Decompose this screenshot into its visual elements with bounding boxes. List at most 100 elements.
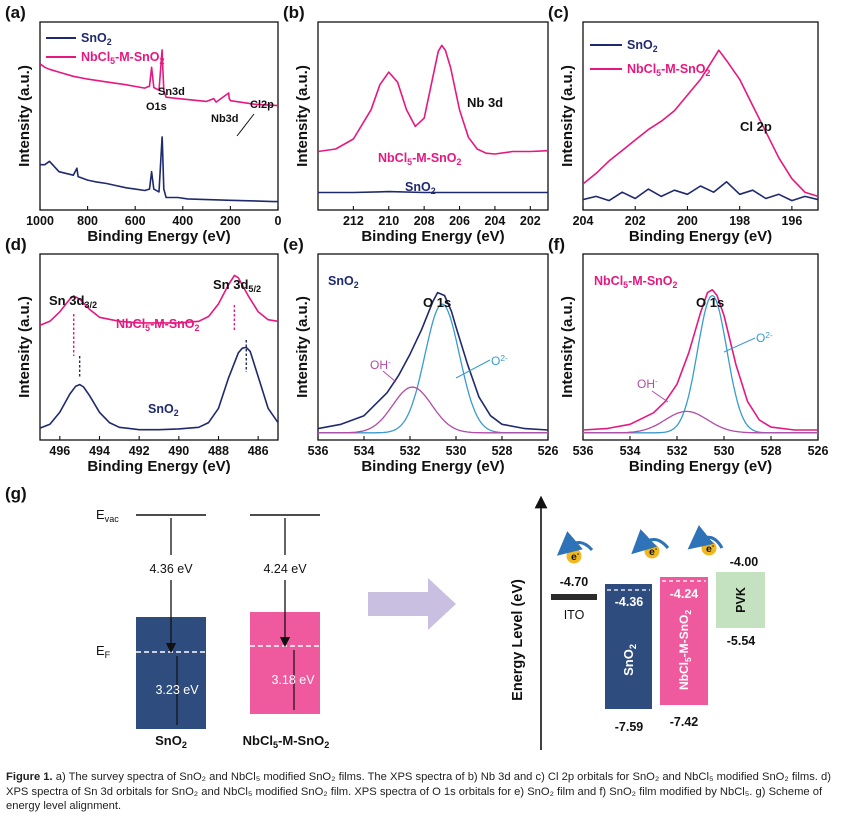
legend-nb-c: NbCl5-M-SnO2 [627, 62, 711, 78]
y-axis-label: Intensity (a.u.) [559, 296, 576, 398]
traces [583, 49, 818, 202]
label-part: -7.59 [615, 720, 644, 734]
plot-frame [317, 253, 549, 441]
label-part: NbCl [116, 317, 145, 331]
label-part: 2 [431, 186, 436, 196]
panel-label: (a) [5, 3, 26, 22]
label-part: 198 [729, 214, 750, 228]
label-part: SnO [155, 733, 182, 748]
annot-nb3d-b: Nb 3d [467, 95, 503, 110]
band-label-nb: NbCl5-M-SnO2 [243, 733, 330, 750]
label-part: -M-SnO [661, 62, 706, 76]
annot-o1s: O1s [146, 101, 167, 113]
label-part: SnO [627, 38, 653, 52]
label-part: 208 [414, 214, 435, 228]
label-part: -M-SnO [150, 317, 195, 331]
label-part: 492 [129, 444, 150, 458]
series-nbcl5-m-sno2 [583, 49, 818, 198]
x-tick-label: 204 [484, 214, 505, 228]
pointer-oh-f [651, 390, 669, 403]
y-axis-label: Intensity (a.u.) [559, 65, 576, 167]
label-part: 5 [273, 740, 278, 750]
panel-title-e: SnO2 [328, 274, 359, 290]
label-part: 2 [195, 323, 200, 333]
x-tick-label: 532 [400, 444, 421, 458]
series-data [318, 291, 548, 431]
series-nbcl5-m-sno2 [318, 44, 548, 155]
annot-sn3d52: Sn 3d5/2 [213, 277, 261, 294]
label-part: OH [637, 377, 655, 391]
label-part: OH [370, 358, 388, 372]
label-part: 4.36 eV [149, 562, 193, 576]
x-axis-label: Binding Energy (eV) [87, 458, 230, 475]
plot-frame [317, 21, 549, 211]
label-part: 2- [500, 353, 508, 363]
label-part: NbCl [243, 733, 273, 748]
label-part: 5 [407, 157, 412, 167]
label-part: E [96, 507, 105, 522]
series-o2- [318, 303, 548, 434]
label-part: -7.42 [670, 715, 699, 729]
label-part: SnO [621, 649, 636, 676]
label-part: Binding Energy (eV) [361, 458, 504, 475]
label-part: 600 [125, 214, 146, 228]
label-part: SnO [81, 31, 107, 45]
panel-label: (f) [548, 235, 565, 254]
series-nbcl5-m-sno2 [40, 274, 278, 326]
label-part: 530 [446, 444, 467, 458]
label-part: 202 [625, 214, 646, 228]
annot-arrow [236, 113, 255, 137]
x-tick-label: 198 [729, 214, 750, 228]
label-part: 204 [573, 214, 594, 228]
label-part: -M-SnO [677, 615, 691, 658]
label-part: Binding Energy (eV) [629, 228, 772, 245]
label-nb-d: NbCl5-M-SnO2 [116, 317, 200, 333]
level-sno2 [605, 584, 652, 709]
label-part: 3/2 [84, 300, 97, 310]
x-tick-label: 204 [573, 214, 594, 228]
label-part: 494 [89, 444, 110, 458]
x-tick-label: 200 [677, 214, 698, 228]
label-part: 532 [400, 444, 421, 458]
x-tick-label: 488 [208, 444, 229, 458]
label-part: - [388, 357, 391, 367]
ito-level: -4.70 [560, 575, 589, 589]
label-part: Cl2p [250, 99, 274, 111]
annot-sn3d: Sn3d [158, 86, 185, 98]
x-tick-label: 202 [625, 214, 646, 228]
plot-frame [39, 21, 279, 211]
evac-label: Evac [96, 507, 119, 524]
gap-nb: 3.18 eV [271, 673, 315, 687]
x-tick-label: 200 [220, 214, 241, 228]
plot-frame [39, 253, 279, 441]
label-part: NbCl [594, 274, 623, 288]
series-sno2 [583, 181, 818, 202]
traces [583, 288, 818, 434]
label-part: 532 [667, 444, 688, 458]
series-nbcl5-m-sno2 [40, 49, 278, 107]
label-part: O 1s [423, 295, 451, 310]
label-part: 1000 [26, 214, 54, 228]
plot-frame [582, 21, 819, 211]
gap-sno2: 3.23 eV [155, 683, 199, 697]
label-part: SnO [405, 180, 431, 194]
label-part: -M-SnO [628, 274, 673, 288]
label-part: Binding Energy (eV) [361, 228, 504, 245]
x-tick-label: 526 [808, 444, 829, 458]
label-part: 3.18 eV [271, 673, 315, 687]
x-tick-label: 400 [172, 214, 193, 228]
panel-d: 496 494 492 490 488 486 Binding Energy (eV) Int… [5, 235, 279, 475]
x-tick-label: 530 [714, 444, 735, 458]
x-tick-label: 196 [781, 214, 802, 228]
wf-sno2: 4.36 eV [149, 562, 193, 576]
label-part: Nb 3d [467, 95, 503, 110]
label-part: F [105, 650, 111, 660]
label-part: vac [105, 514, 120, 524]
x-tick-label: 800 [77, 214, 98, 228]
x-tick-label: 206 [449, 214, 470, 228]
label-part: 528 [761, 444, 782, 458]
label-part: PVK [734, 587, 748, 613]
pvk-cb: -4.00 [730, 555, 759, 569]
label-part: (e) [283, 235, 304, 254]
